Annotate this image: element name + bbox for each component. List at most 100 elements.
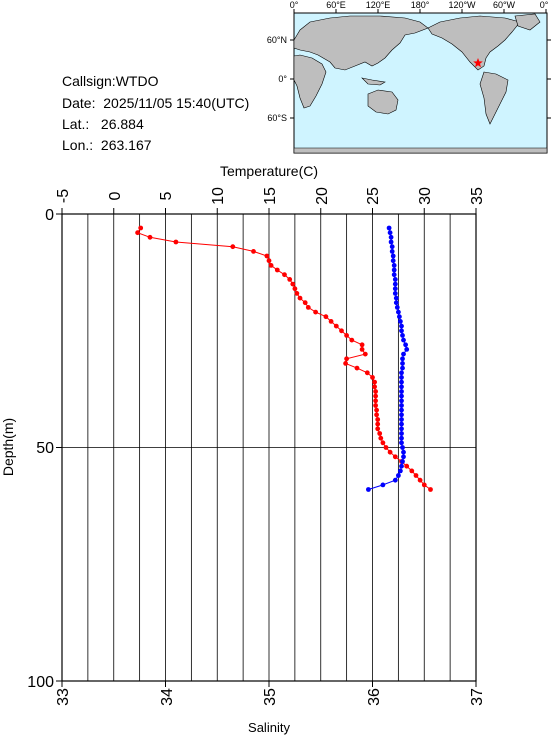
map-lon-label: 60°E bbox=[326, 0, 346, 10]
map-frame-ticks bbox=[290, 9, 551, 119]
salinity-data-point bbox=[399, 407, 404, 413]
temperature-data-point bbox=[421, 482, 427, 488]
temperature-data-point bbox=[135, 230, 141, 236]
salinity-data-point bbox=[399, 323, 404, 329]
depth-tick-label: 50 bbox=[36, 440, 54, 457]
salinity-data-point bbox=[403, 342, 408, 348]
longitude-text: Lon.: 263.167 bbox=[62, 137, 152, 153]
temperature-data-point bbox=[372, 384, 377, 390]
temperature-tick-label: 15 bbox=[262, 187, 279, 205]
salinity-data-point bbox=[401, 454, 406, 460]
map-lon-label: 0° bbox=[290, 0, 299, 10]
salinity-data-point bbox=[388, 239, 394, 245]
temperature-data-point bbox=[292, 286, 298, 292]
land-africa bbox=[293, 54, 327, 109]
temperature-data-point bbox=[375, 421, 381, 427]
salinity-data-point bbox=[399, 426, 404, 432]
temperature-data-point bbox=[364, 370, 370, 376]
salinity-data-point bbox=[390, 258, 396, 264]
temperature-tick-label: 25 bbox=[365, 187, 382, 205]
salinity-tick-label: 36 bbox=[366, 688, 383, 706]
salinity-data-point bbox=[399, 431, 404, 436]
salinity-data-point bbox=[387, 230, 393, 236]
temperature-data-point bbox=[287, 277, 293, 282]
land-antarctica bbox=[293, 147, 548, 154]
salinity-data-point bbox=[401, 351, 406, 357]
world-map: 0° 60°E 120°E 180° 120°W 60°W 0° 60°N 0°… bbox=[267, 0, 551, 154]
salinity-data-point bbox=[400, 356, 405, 362]
salinity-data-point bbox=[399, 417, 404, 422]
temperature-data-point bbox=[251, 249, 256, 254]
latitude-text: Lat.: 26.884 bbox=[62, 116, 144, 132]
salinity-data-point bbox=[401, 337, 406, 343]
temperature-tick-label: 35 bbox=[469, 187, 486, 205]
temperature-data-point bbox=[374, 407, 379, 413]
temperature-data-point bbox=[343, 361, 348, 366]
depth-tick-label: 100 bbox=[27, 674, 54, 691]
map-lon-label: 180° bbox=[411, 0, 430, 10]
depth-axis-title: Depth(m) bbox=[0, 418, 16, 476]
map-lon-label: 0° bbox=[540, 0, 549, 10]
date-text: Date: 2025/11/05 15:40(UTC) bbox=[62, 95, 250, 111]
salinity-data-point bbox=[399, 328, 404, 334]
temperature-data-point bbox=[302, 300, 308, 306]
temperature-data-point bbox=[375, 426, 381, 432]
temperature-profile-line bbox=[136, 227, 431, 490]
temperature-data-point bbox=[354, 365, 360, 371]
temperature-data-point bbox=[230, 244, 236, 250]
temperature-data-point bbox=[404, 463, 410, 469]
salinity-data-point bbox=[390, 253, 396, 259]
temperature-data-point bbox=[377, 431, 383, 436]
salinity-data-point bbox=[386, 225, 392, 231]
temperature-data-point bbox=[339, 328, 344, 334]
map-lat-label: 60°S bbox=[267, 113, 287, 123]
salinity-data-point bbox=[366, 487, 371, 492]
temperature-data-point bbox=[349, 337, 355, 343]
station-marker-icon bbox=[473, 58, 483, 68]
temperature-data-point bbox=[417, 477, 423, 483]
salinity-data-point bbox=[399, 384, 404, 390]
salinity-data-point bbox=[399, 421, 404, 427]
temperature-data-point bbox=[138, 225, 144, 231]
temperature-data-point bbox=[290, 281, 296, 287]
salinity-data-point bbox=[400, 333, 405, 338]
salinity-data-point bbox=[399, 370, 404, 376]
map-lon-label: 120°E bbox=[366, 0, 391, 10]
land-islands bbox=[361, 77, 386, 86]
temperature-data-point bbox=[297, 295, 303, 301]
temperature-tick-label: 5 bbox=[158, 191, 175, 200]
salinity-data-point bbox=[399, 398, 404, 404]
salinity-data-point bbox=[404, 347, 410, 352]
salinity-data-point bbox=[400, 365, 405, 371]
temperature-data-point bbox=[294, 291, 300, 296]
profile-chart: Temperature(C) Salinity Depth(m) -5 0 5 … bbox=[0, 163, 486, 735]
salinity-tick-labels: 33 34 35 36 37 bbox=[55, 688, 486, 706]
temperature-data-point bbox=[374, 412, 379, 418]
temperature-data-point bbox=[387, 449, 393, 455]
salinity-data-point bbox=[392, 286, 398, 292]
salinity-tick-label: 34 bbox=[159, 688, 176, 706]
temperature-data-point bbox=[380, 440, 386, 446]
depth-tick-labels: 0 50 100 bbox=[27, 207, 54, 691]
salinity-data-point bbox=[396, 473, 401, 478]
temperature-data-point bbox=[359, 342, 365, 348]
map-lon-label: 120°W bbox=[448, 0, 476, 10]
salinity-data-point bbox=[398, 468, 403, 474]
salinity-data-point bbox=[393, 300, 399, 306]
temperature-tick-label: 10 bbox=[210, 187, 227, 205]
temperature-data-point bbox=[333, 323, 339, 329]
salinity-tick-label: 37 bbox=[469, 688, 486, 706]
temperature-data-point bbox=[392, 454, 398, 460]
land-australia bbox=[367, 89, 399, 115]
depth-tick-label: 0 bbox=[45, 207, 54, 224]
salinity-data-point bbox=[392, 477, 398, 483]
axis-ticks bbox=[56, 208, 477, 687]
temperature-data-point bbox=[378, 435, 384, 441]
chart-grid bbox=[62, 214, 476, 681]
salinity-data-point bbox=[400, 361, 405, 366]
temperature-data-point bbox=[409, 468, 415, 474]
salinity-data-point bbox=[392, 277, 398, 282]
map-lon-labels: 0° 60°E 120°E 180° 120°W 60°W 0° bbox=[290, 0, 549, 10]
salinity-axis-title: Salinity bbox=[248, 720, 290, 735]
temperature-data-point bbox=[328, 319, 334, 324]
